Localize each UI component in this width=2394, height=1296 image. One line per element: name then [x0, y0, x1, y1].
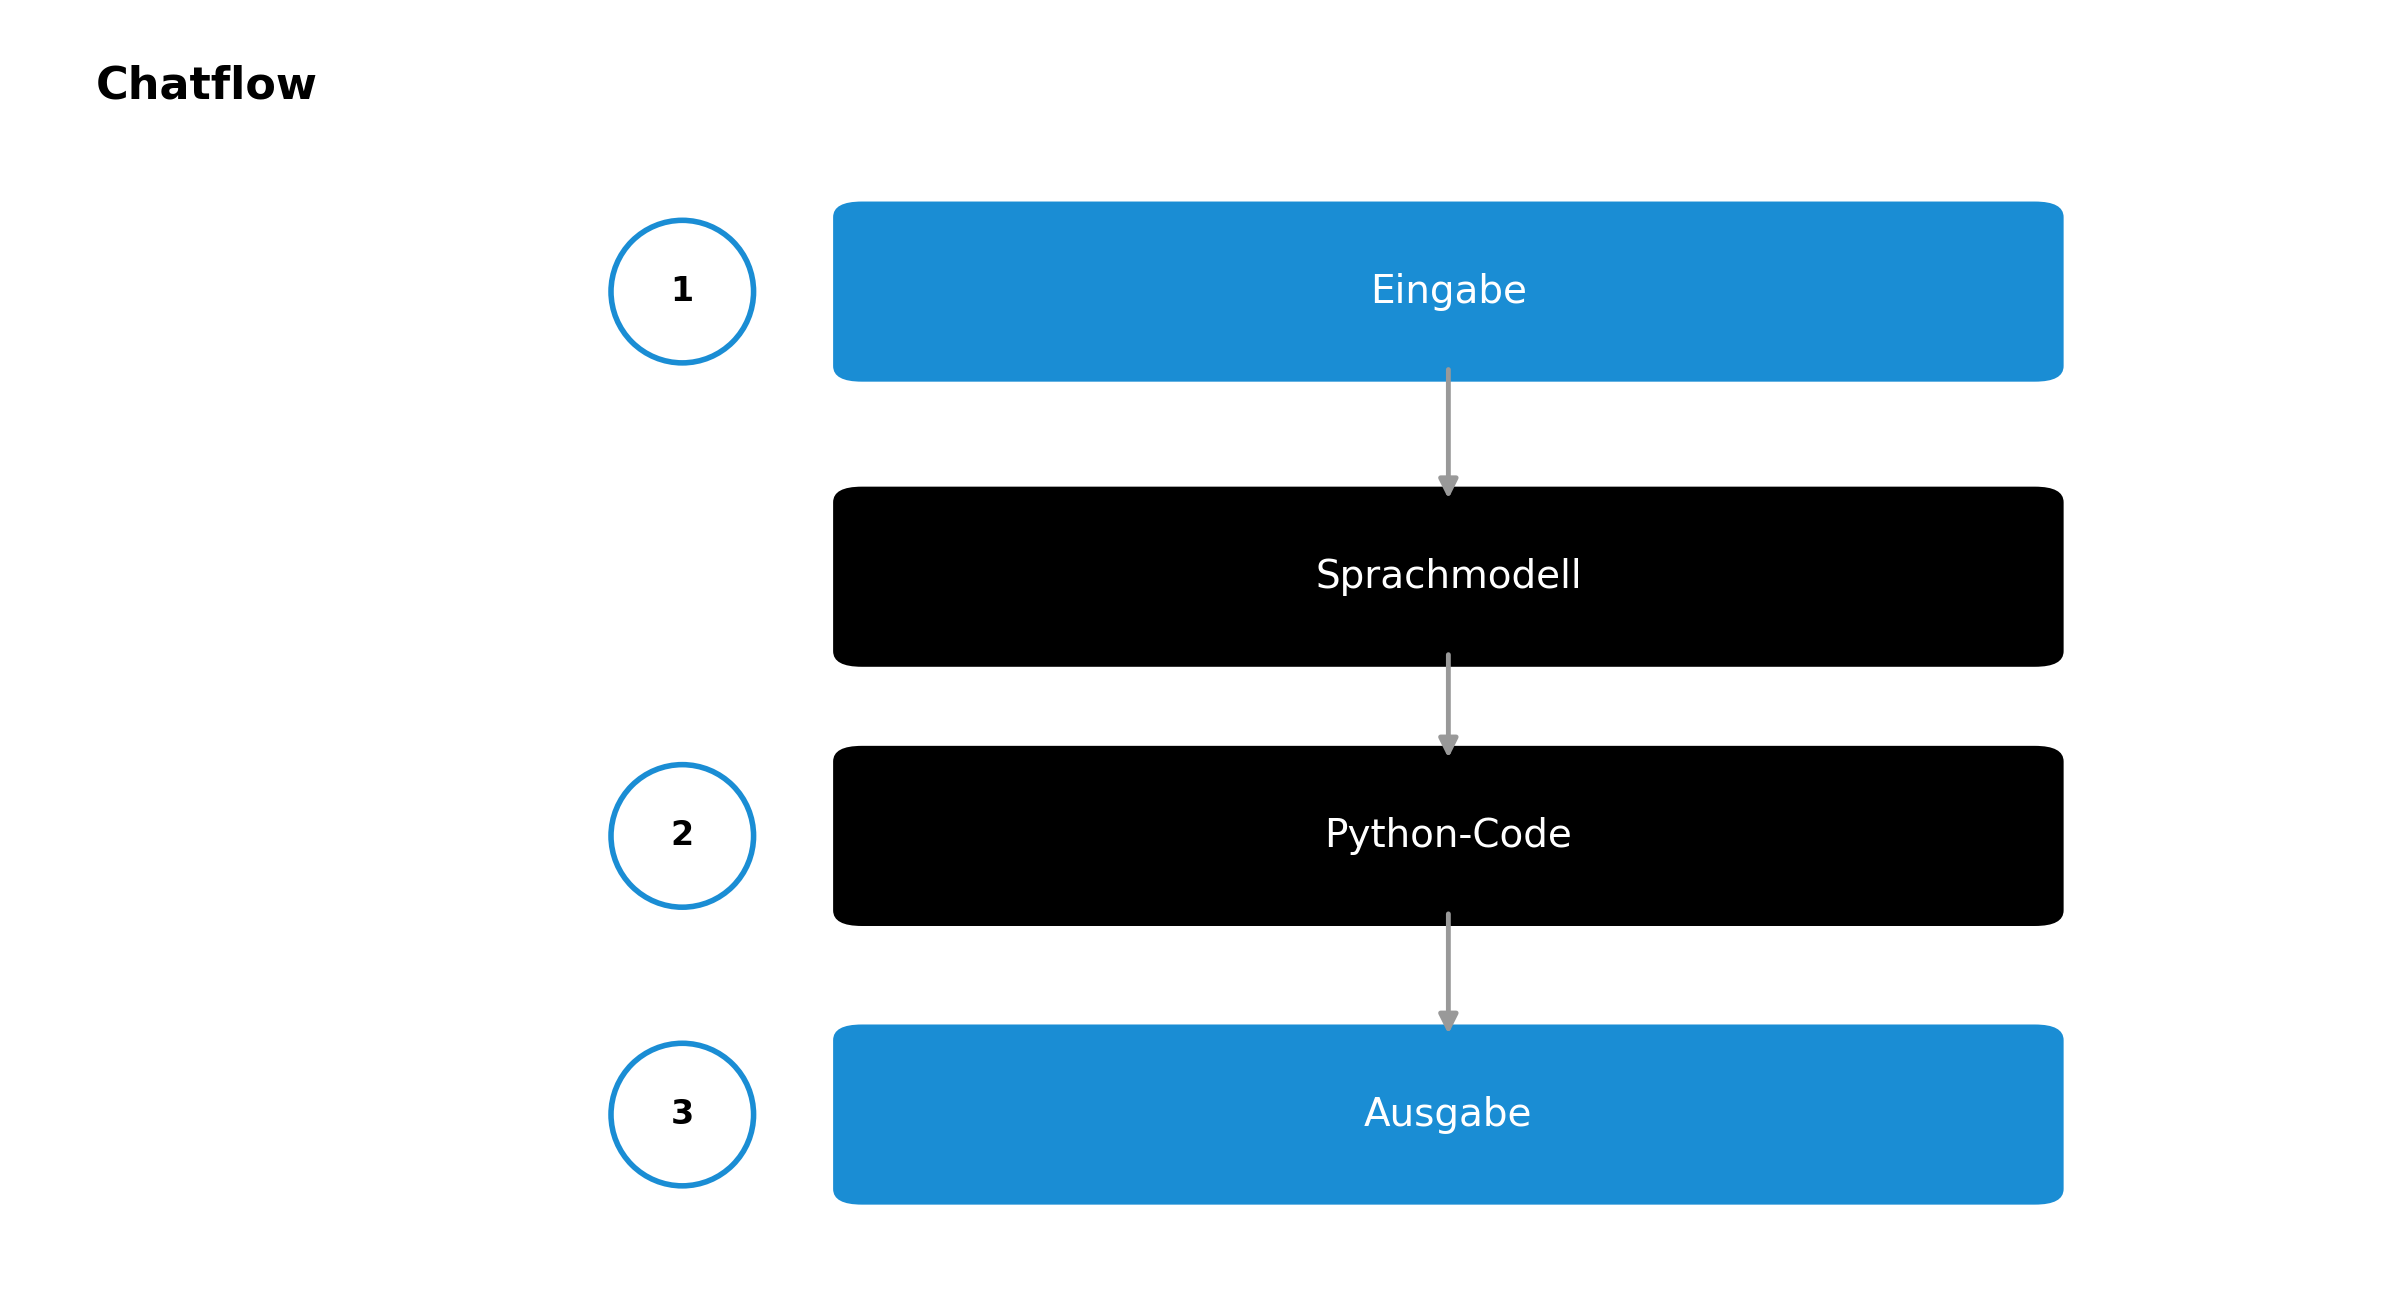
Text: Ausgabe: Ausgabe [1365, 1095, 1532, 1134]
Ellipse shape [610, 765, 754, 907]
Text: Sprachmodell: Sprachmodell [1314, 557, 1582, 596]
Text: Chatflow: Chatflow [96, 65, 318, 108]
FancyBboxPatch shape [833, 486, 2064, 666]
Text: 2: 2 [670, 819, 694, 853]
Ellipse shape [610, 220, 754, 363]
FancyBboxPatch shape [833, 746, 2064, 925]
Text: Eingabe: Eingabe [1369, 272, 1527, 311]
Ellipse shape [610, 1043, 754, 1186]
Text: 1: 1 [670, 275, 694, 308]
FancyBboxPatch shape [833, 202, 2064, 382]
Text: 3: 3 [670, 1098, 694, 1131]
Text: Python-Code: Python-Code [1324, 816, 1573, 855]
FancyBboxPatch shape [833, 1024, 2064, 1205]
